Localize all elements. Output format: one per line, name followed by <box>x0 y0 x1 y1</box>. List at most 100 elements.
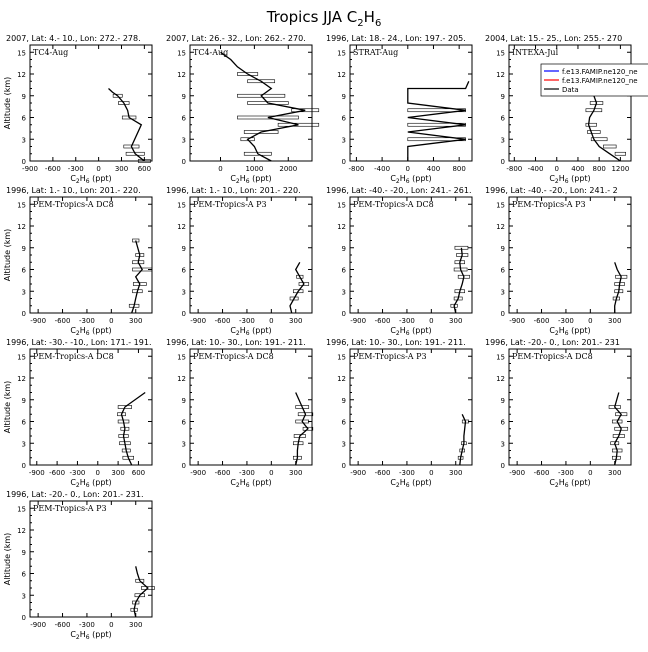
x-axis-label-part: 2 <box>76 482 80 489</box>
data-series-line <box>133 566 149 618</box>
y-tick-label: 3 <box>22 136 26 144</box>
data-series-line <box>587 95 621 162</box>
x-tick-label: -800 <box>348 165 364 173</box>
data-series-line <box>613 392 622 466</box>
x-axis-label: C2H6 (ppt) <box>390 326 431 337</box>
x-axis-label-part: C <box>549 326 555 335</box>
x-tick-label: -600 <box>375 469 391 477</box>
error-bar <box>247 79 276 84</box>
x-axis-label-part: (ppt) <box>90 478 112 487</box>
x-tick-label: -300 <box>399 469 415 477</box>
panel-5: 1996, Lat: 1.- 10., Lon: 201.- 220. PEM-T… <box>3 186 153 337</box>
x-tick-label: -800 <box>506 165 522 173</box>
y-tick-label: 0 <box>182 310 186 318</box>
y-tick-label: 0 <box>22 614 26 622</box>
y-tick-label: 9 <box>501 93 505 101</box>
y-tick-label: 15 <box>17 201 26 209</box>
y-tick-label: 15 <box>17 353 26 361</box>
panel-11: 1996, Lat: 10.- 30., Lon: 191.- 211. PEM-… <box>326 338 473 489</box>
plot-frame <box>189 196 313 314</box>
x-axis-label-part: C <box>390 174 396 183</box>
y-tick-label: 6 <box>501 267 506 275</box>
legend-entry: f.e13.FAMIP.ne120_ne <box>562 68 638 76</box>
x-axis-label-part: 6 <box>86 634 90 641</box>
x-tick-label: -300 <box>69 469 85 477</box>
data-series-line <box>295 392 309 466</box>
y-tick-label: 12 <box>337 71 346 79</box>
y-tick-label: 12 <box>17 71 26 79</box>
x-axis-label-part: 2 <box>236 482 240 489</box>
x-axis-label-part: (ppt) <box>569 174 591 183</box>
y-tick-label: 15 <box>496 49 505 57</box>
x-tick-label: 0 <box>96 165 100 173</box>
y-tick-label: 3 <box>182 136 186 144</box>
x-axis-label-part: 2 <box>76 634 80 641</box>
x-axis-label-part: 2 <box>396 178 400 185</box>
x-tick-label: -900 <box>509 317 525 325</box>
y-tick-label: 0 <box>501 310 505 318</box>
x-tick-label: -300 <box>558 317 574 325</box>
error-bar <box>237 93 286 98</box>
error-bar <box>237 115 299 120</box>
y-tick-label: 3 <box>22 288 26 296</box>
y-tick-label: 15 <box>496 353 505 361</box>
x-axis-label: C2H6 (ppt) <box>390 478 431 489</box>
x-axis-label-part: C <box>549 478 555 487</box>
y-tick-label: 3 <box>342 136 346 144</box>
y-tick-label: 9 <box>501 397 505 405</box>
y-tick-label: 9 <box>182 245 186 253</box>
x-axis-label-part: 2 <box>396 330 400 337</box>
panel-header: 2004, Lat: 15.- 25., Lon: 255.- 270 <box>485 34 622 43</box>
y-tick-label: 0 <box>342 462 346 470</box>
x-axis-label-part: C <box>70 174 76 183</box>
x-tick-label: 300 <box>129 621 142 629</box>
x-tick-label: 300 <box>289 317 302 325</box>
x-tick-label: 0 <box>429 469 433 477</box>
x-axis-label-part: (ppt) <box>250 174 272 183</box>
x-tick-label: 2000 <box>279 165 297 173</box>
error-bar <box>125 151 145 156</box>
y-tick-label: 9 <box>342 397 346 405</box>
x-tick-label: -300 <box>239 469 255 477</box>
y-tick-label: 9 <box>22 245 26 253</box>
x-axis-label-part: 2 <box>555 482 559 489</box>
y-tick-label: 3 <box>182 288 186 296</box>
x-tick-label: 300 <box>449 317 462 325</box>
x-tick-label: 300 <box>449 469 462 477</box>
y-tick-label: 6 <box>342 419 347 427</box>
x-tick-label: -300 <box>79 317 95 325</box>
plot-frame <box>508 44 632 162</box>
y-tick-label: 6 <box>342 267 347 275</box>
x-axis-label-part: 6 <box>565 178 569 185</box>
error-bar <box>611 419 623 424</box>
x-axis-label-part: H <box>559 174 565 183</box>
x-tick-label: -900 <box>509 469 525 477</box>
y-tick-label: 15 <box>496 201 505 209</box>
x-axis-label-part: H <box>240 478 246 487</box>
x-axis-label-part: 2 <box>555 330 559 337</box>
y-tick-label: 6 <box>22 419 27 427</box>
error-bar <box>603 144 617 149</box>
x-tick-label: 300 <box>111 469 124 477</box>
x-tick-label: 0 <box>588 317 592 325</box>
panel-2: 2007, Lat: 26.- 32., Lon: 262.- 270. TC4-… <box>166 34 320 185</box>
x-axis-label: C2H6 (ppt) <box>70 478 111 489</box>
plot-frame <box>349 196 473 314</box>
x-axis-label-part: 6 <box>565 482 569 489</box>
x-tick-label: -300 <box>68 165 84 173</box>
x-tick-label: 0 <box>96 469 100 477</box>
x-tick-label: -900 <box>350 469 366 477</box>
y-tick-label: 3 <box>501 136 505 144</box>
error-bar <box>240 137 255 142</box>
x-axis-label: C2H6 (ppt) <box>390 174 431 185</box>
y-tick-label: 3 <box>501 440 505 448</box>
panel-header: 1996, Lat: -40.- -20., Lon: 241.- 2 <box>485 186 618 195</box>
x-tick-label: -900 <box>30 621 46 629</box>
panel-9: 1996, Lat: -30.- -10., Lon: 171.- 191. PE… <box>3 338 153 489</box>
y-tick-label: 6 <box>501 419 506 427</box>
panel-header: 2007, Lat: 26.- 32., Lon: 262.- 270. <box>166 34 306 43</box>
y-tick-label: 0 <box>342 158 346 166</box>
panel-6: 1996, Lat: 1.- 10., Lon: 201.- 220. PEM-T… <box>166 186 313 337</box>
x-axis-label-part: (ppt) <box>569 478 591 487</box>
x-tick-label: 0 <box>269 469 273 477</box>
